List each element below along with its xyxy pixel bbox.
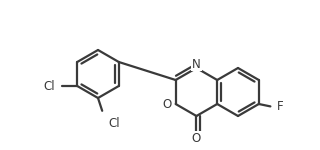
Text: F: F xyxy=(276,100,283,113)
Text: N: N xyxy=(192,57,201,70)
Text: O: O xyxy=(192,132,201,145)
Text: O: O xyxy=(162,98,172,111)
Text: Cl: Cl xyxy=(43,80,55,93)
Text: Cl: Cl xyxy=(108,117,120,130)
